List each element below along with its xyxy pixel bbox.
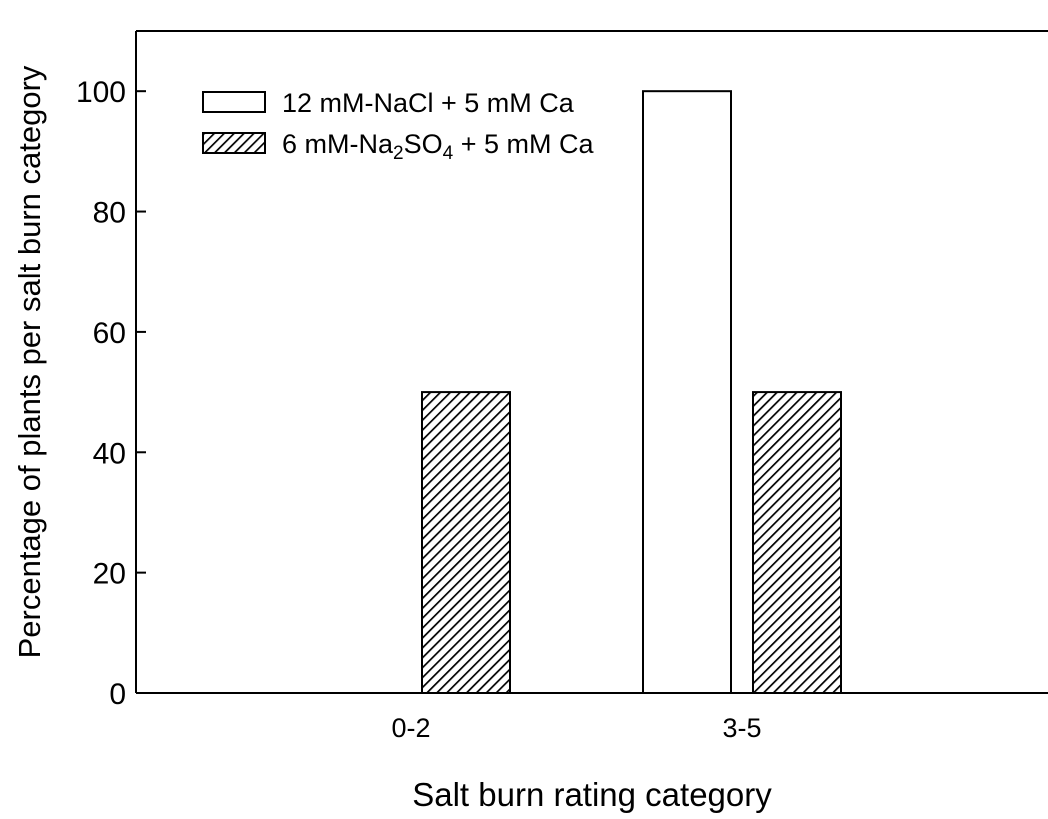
x-axis-label: Salt burn rating category — [412, 776, 772, 813]
legend-swatch — [202, 91, 266, 113]
y-tick-label: 80 — [93, 197, 126, 230]
bar-series-2-3-5 — [752, 391, 842, 694]
x-tick-label: 0-2 — [391, 713, 430, 743]
x-tick-label: 3-5 — [722, 713, 761, 743]
plot-frame — [135, 30, 1048, 694]
y-tick-label: 100 — [76, 76, 126, 109]
y-tick-label: 20 — [93, 558, 126, 591]
bars — [421, 90, 842, 694]
y-axis-label: Percentage of plants per salt burn categ… — [12, 65, 47, 658]
legend-label: 12 mM-NaCl + 5 mM Ca — [282, 88, 575, 118]
y-tick-label: 60 — [93, 317, 126, 350]
legend-swatch — [202, 132, 266, 154]
legend: 12 mM-NaCl + 5 mM Ca 6 mM-Na2SO4 + 5 mM C… — [202, 88, 594, 164]
bar-series-1-3-5 — [642, 90, 732, 694]
y-tick-label: 40 — [93, 437, 126, 470]
y-ticks: 0 20 40 60 80 100 — [76, 76, 146, 711]
x-ticks: 0-2 3-5 — [391, 713, 761, 743]
legend-label: 6 mM-Na2SO4 + 5 mM Ca — [282, 129, 594, 164]
bar-series-2-0-2 — [421, 391, 511, 694]
y-tick-label: 0 — [109, 678, 126, 711]
